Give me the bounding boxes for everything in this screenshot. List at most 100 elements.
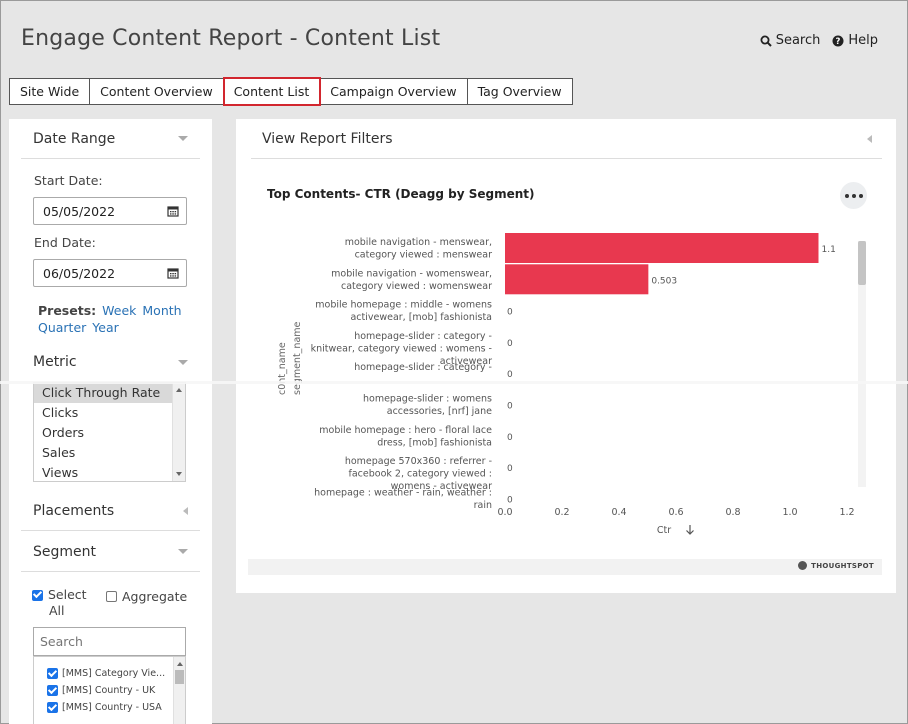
data-label: 0: [507, 308, 513, 318]
preset-week[interactable]: Week: [102, 303, 137, 318]
data-label: 1.1: [822, 245, 836, 255]
report-tabs: Site Wide Content Overview Content List …: [9, 77, 573, 106]
category-label: homepage-slider : womens: [363, 394, 492, 405]
checkbox-checked-icon[interactable]: [47, 702, 58, 713]
thoughtspot-brand: THOUGHTSPOT: [798, 561, 874, 570]
report-filters-heading: View Report Filters: [262, 130, 393, 147]
end-date-field[interactable]: 06/05/2022: [33, 259, 187, 287]
metric-option-clicks[interactable]: Clicks: [42, 405, 79, 420]
x-tick-label: 0.2: [554, 507, 569, 518]
preset-year[interactable]: Year: [92, 320, 119, 335]
magnifier-icon: [760, 35, 772, 47]
help-link-label: Help: [848, 33, 878, 48]
start-date-field[interactable]: 05/05/2022: [33, 197, 187, 225]
report-panel: View Report Filters Top Contents- CTR (D…: [236, 119, 896, 593]
placements-heading: Placements: [33, 502, 115, 519]
thoughtspot-logo-icon: [798, 561, 808, 570]
end-date-value: 06/05/2022: [43, 265, 116, 281]
calendar-icon[interactable]: [167, 267, 179, 279]
segment-item-label: [MMS] Country - UK: [62, 685, 156, 696]
list-item[interactable]: [MMS] Country - UK: [34, 682, 185, 699]
tab-campaign-overview[interactable]: Campaign Overview: [320, 78, 468, 105]
svg-text:?: ?: [836, 37, 841, 47]
calendar-icon[interactable]: [167, 205, 179, 217]
metric-listbox[interactable]: Click Through Rate Clicks Orders Sales V…: [33, 382, 186, 482]
preset-quarter[interactable]: Quarter: [38, 320, 87, 335]
category-label: womens - activewear: [391, 481, 492, 492]
category-label: knitwear, category viewed : womens -: [311, 343, 492, 354]
scroll-down-icon[interactable]: [176, 472, 182, 476]
category-label: accessories, [nrf] jane: [387, 406, 492, 417]
chevron-down-icon: [178, 549, 188, 554]
report-filters-header[interactable]: View Report Filters: [251, 119, 882, 159]
chart-bar: [505, 264, 649, 295]
chart-footer: THOUGHTSPOT: [248, 559, 882, 575]
checkbox-checked-icon[interactable]: [47, 685, 58, 696]
select-all-checkbox[interactable]: Select All: [32, 587, 102, 619]
tab-tag-overview[interactable]: Tag Overview: [467, 78, 573, 105]
x-axis-label: Ctr: [657, 525, 671, 536]
metric-option-orders[interactable]: Orders: [42, 425, 85, 440]
metric-scrollbar[interactable]: [172, 383, 185, 481]
category-label: facebook 2, category viewed :: [349, 469, 492, 480]
metric-header[interactable]: Metric: [21, 342, 200, 382]
segment-scrollbar[interactable]: [173, 657, 185, 724]
x-tick-label: 1.0: [782, 507, 797, 518]
aggregate-label: Aggregate: [122, 589, 188, 604]
tab-site-wide[interactable]: Site Wide: [9, 78, 91, 105]
chevron-down-icon: [178, 359, 188, 365]
search-link[interactable]: Search: [760, 33, 820, 48]
data-label: 0: [507, 402, 513, 412]
segment-item-label: [MMS] Category Vie...: [62, 668, 166, 679]
start-date-label: Start Date:: [34, 173, 103, 188]
checkbox-checked-icon[interactable]: [47, 668, 58, 679]
screenshot-seam: [0, 381, 908, 384]
segment-search-input[interactable]: [33, 627, 186, 656]
preset-month[interactable]: Month: [142, 303, 182, 318]
date-range-heading: Date Range: [33, 130, 116, 147]
scroll-thumb[interactable]: [175, 670, 184, 684]
chevron-left-icon: [867, 134, 872, 143]
checkbox-unchecked-icon[interactable]: [106, 591, 117, 602]
sort-arrow-icon: [686, 525, 694, 535]
chevron-down-icon: [178, 136, 188, 141]
tab-content-list[interactable]: Content List: [222, 77, 322, 106]
help-link[interactable]: ? Help: [832, 33, 878, 48]
filter-sidebar: Date Range Start Date: 05/05/2022 End Da…: [9, 119, 212, 724]
scroll-up-icon[interactable]: [176, 388, 182, 392]
page-title: Engage Content Report - Content List: [21, 26, 441, 51]
category-label: category viewed : menswear: [355, 250, 493, 261]
ctr-bar-chart: 1.1 mobile navigation - menswear, category…: [277, 233, 866, 536]
x-tick-label: 1.2: [839, 507, 854, 518]
metric-option-views[interactable]: Views: [42, 465, 79, 480]
data-label: 0: [507, 433, 513, 443]
metric-heading: Metric: [33, 354, 77, 370]
dot-icon: [858, 193, 863, 198]
date-presets: Presets: Week Month Quarter Year: [38, 302, 198, 336]
list-item[interactable]: [MMS] Country - USA: [34, 699, 185, 716]
placements-header[interactable]: Placements: [21, 491, 200, 531]
y-axis-label: segment_name: [292, 321, 303, 395]
select-all-label: Select: [48, 587, 87, 602]
tab-content-overview[interactable]: Content Overview: [90, 78, 224, 105]
question-circle-icon: ?: [832, 35, 844, 47]
segment-item-label: [MMS] Country - USA: [62, 702, 162, 713]
segment-header[interactable]: Segment: [21, 532, 200, 572]
date-range-header[interactable]: Date Range: [21, 119, 200, 159]
metric-option-ctr[interactable]: Click Through Rate: [34, 383, 174, 403]
metric-option-sales[interactable]: Sales: [42, 445, 76, 460]
segment-heading: Segment: [33, 543, 96, 560]
data-label: 0.503: [651, 276, 677, 286]
chevron-left-icon: [183, 506, 188, 515]
more-options-button[interactable]: [840, 182, 867, 209]
checkbox-checked-icon[interactable]: [32, 589, 43, 601]
category-label: dress, [mob] fashionista: [377, 437, 492, 448]
data-label: 0: [507, 495, 513, 505]
dot-icon: [844, 193, 849, 198]
list-item[interactable]: [MMS] Category Vie...: [34, 665, 185, 682]
category-label: homepage-slider : category -: [354, 331, 492, 342]
aggregate-checkbox[interactable]: Aggregate: [106, 587, 187, 606]
chart-bar: [505, 233, 819, 263]
header-links: Search ? Help: [760, 33, 878, 48]
scroll-up-icon[interactable]: [177, 662, 183, 666]
